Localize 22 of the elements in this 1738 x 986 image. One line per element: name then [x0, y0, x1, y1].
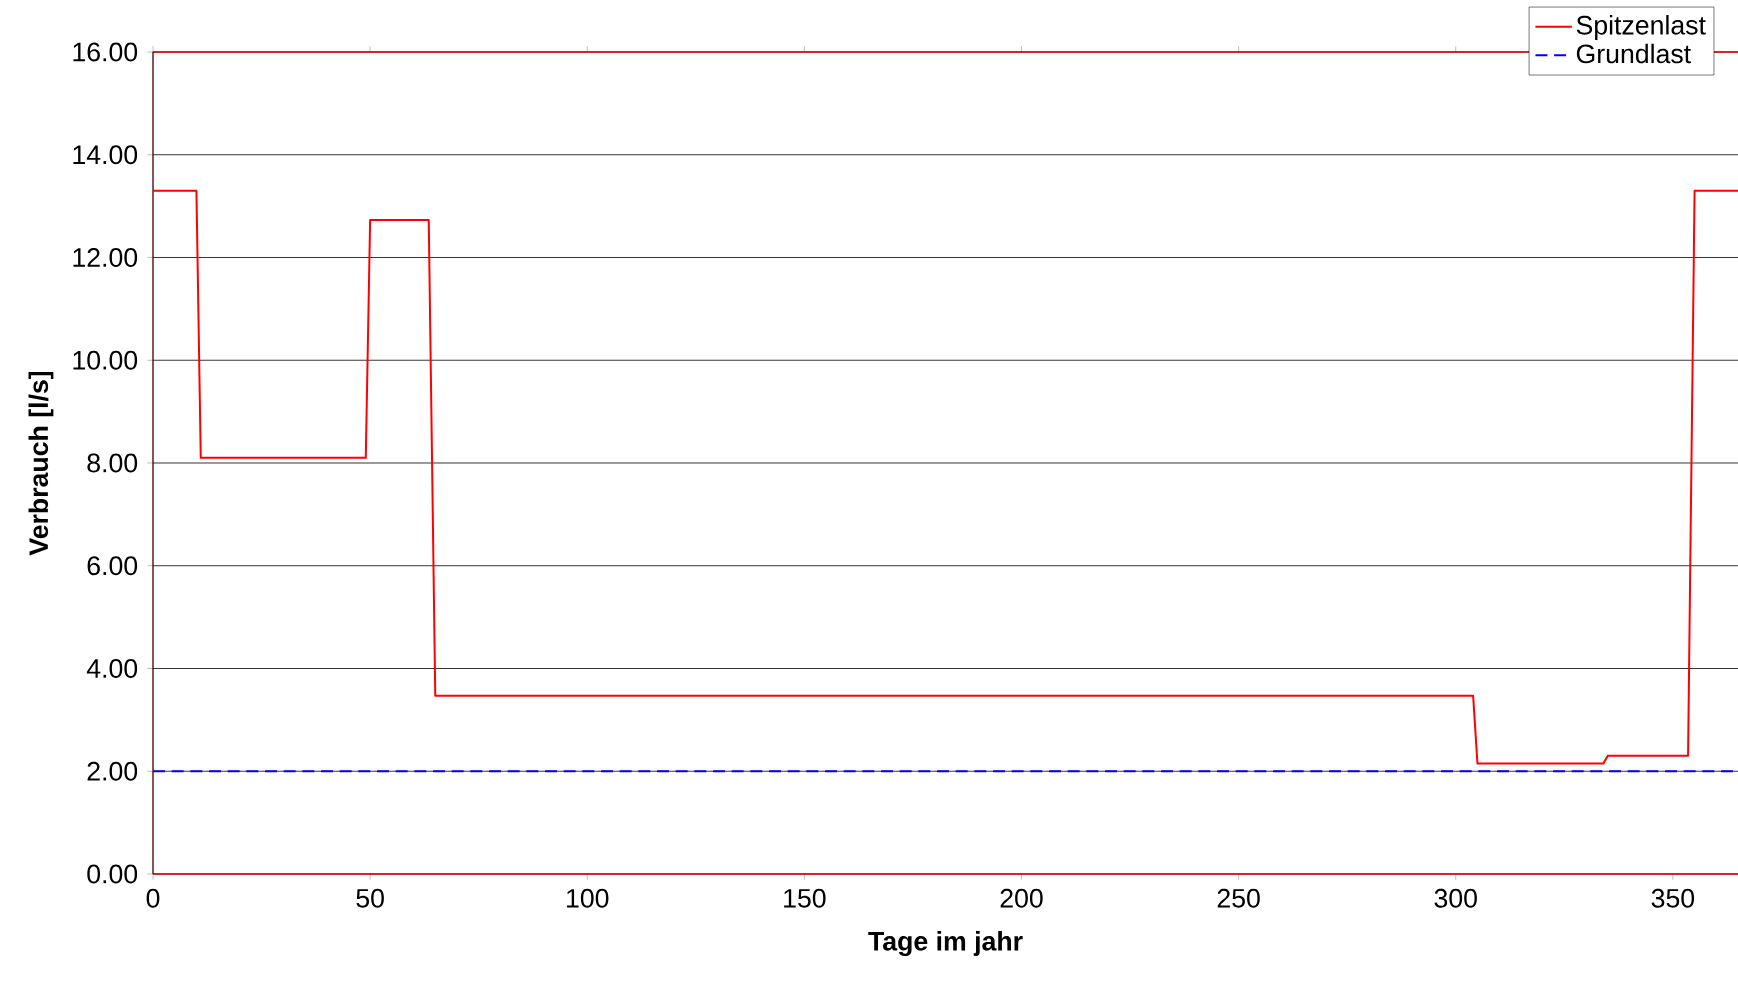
line-series — [152, 189, 1738, 765]
y-tick-label: 10.00 — [73, 350, 138, 370]
y-tick-label: 14.00 — [73, 145, 138, 165]
legend-label: Spitzenlast — [1576, 15, 1706, 40]
x-tick-label: 50 — [356, 888, 384, 908]
x-tick-label: 250 — [1217, 888, 1260, 908]
x-tick-label: 100 — [567, 888, 609, 908]
x-axis-title: Tage im jahr — [868, 931, 1023, 957]
x-tick-label: 0 — [146, 888, 160, 908]
x-tick-label: 200 — [1000, 888, 1043, 908]
y-tick-label: 12.00 — [73, 248, 138, 267]
y-tick-label: 0.00 — [87, 864, 138, 884]
legend-label: Grundlast — [1576, 43, 1691, 64]
x-tick-label: 150 — [784, 888, 826, 908]
x-tick-label: 300 — [1434, 888, 1477, 908]
x-tick-label: 350 — [1651, 888, 1695, 908]
y-axis-title: Verbrauch [l/s] — [28, 371, 54, 556]
y-tick-label: 4.00 — [86, 659, 138, 678]
y-tick-label: 6.00 — [87, 556, 138, 576]
y-tick-label: 8.00 — [87, 453, 138, 473]
y-tick-label: 16.00 — [73, 42, 138, 62]
y-tick-label: 2.00 — [87, 761, 138, 781]
